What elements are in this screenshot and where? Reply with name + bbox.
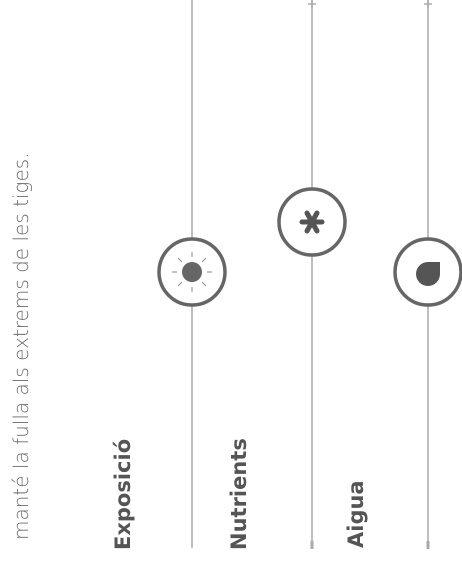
sun [182,262,202,282]
water-knob[interactable] [393,237,462,307]
nutrient-knob[interactable] [277,187,347,257]
rays [172,252,212,292]
description: manté la fulla als extrems de les tiges. [9,152,33,540]
sun-knob[interactable] [157,237,227,307]
label: Nutrients [227,438,251,550]
label: Exposició [111,439,135,550]
asterisk [299,210,325,234]
drop [416,262,440,286]
label: Aigua [344,480,368,548]
